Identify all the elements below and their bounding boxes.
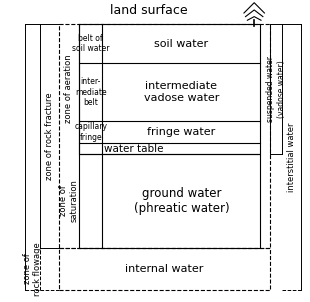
Bar bbox=[59, 248, 270, 290]
Text: zone of
saturation: zone of saturation bbox=[59, 179, 79, 222]
Text: belt of
soil water: belt of soil water bbox=[72, 34, 109, 53]
Text: soil water: soil water bbox=[154, 39, 208, 49]
Text: fringe water: fringe water bbox=[147, 127, 215, 137]
Bar bbox=[79, 24, 260, 154]
Text: zone of rock fracture: zone of rock fracture bbox=[45, 92, 54, 180]
Text: intermediate
vadose water: intermediate vadose water bbox=[144, 81, 219, 103]
Text: inter-
mediate
belt: inter- mediate belt bbox=[75, 77, 107, 107]
Bar bbox=[79, 154, 260, 248]
Text: internal water: internal water bbox=[125, 264, 203, 274]
Text: land surface: land surface bbox=[110, 4, 188, 17]
Text: zone of aeration: zone of aeration bbox=[64, 55, 73, 124]
Text: interstitial water: interstitial water bbox=[287, 122, 296, 192]
Text: capillary
fringe: capillary fringe bbox=[74, 122, 107, 142]
Text: zone of
rock flowage: zone of rock flowage bbox=[23, 242, 42, 296]
Bar bbox=[59, 24, 270, 248]
Text: water table: water table bbox=[104, 144, 163, 154]
Text: suspended water
(vadose water): suspended water (vadose water) bbox=[266, 56, 286, 122]
Text: ground water
(phreatic water): ground water (phreatic water) bbox=[134, 187, 229, 215]
